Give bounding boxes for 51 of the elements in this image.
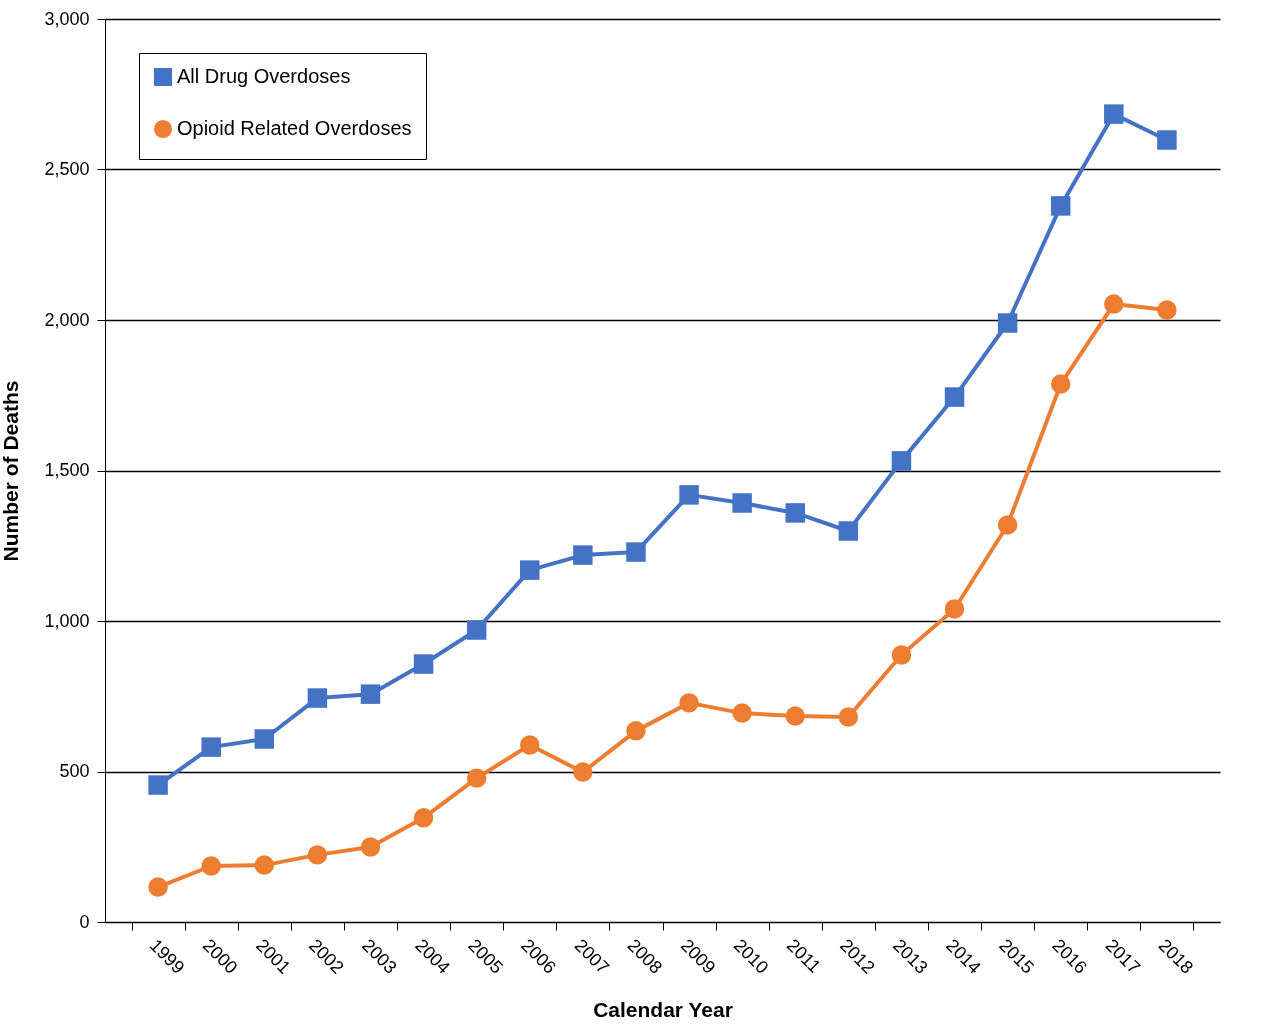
point bbox=[520, 735, 540, 755]
point bbox=[679, 485, 699, 505]
point bbox=[148, 877, 168, 897]
y-tick-label: 1,000 bbox=[44, 610, 90, 631]
point bbox=[626, 721, 646, 741]
point bbox=[679, 693, 699, 713]
point bbox=[944, 599, 965, 619]
point bbox=[1157, 300, 1177, 320]
y-tick-label: 2,500 bbox=[44, 159, 90, 179]
point bbox=[413, 654, 434, 674]
point bbox=[466, 620, 487, 640]
point bbox=[360, 684, 381, 704]
point bbox=[891, 645, 912, 665]
point bbox=[360, 837, 381, 857]
point bbox=[254, 855, 275, 875]
point bbox=[201, 737, 221, 757]
point bbox=[838, 707, 859, 727]
point bbox=[1104, 294, 1124, 314]
point bbox=[997, 313, 1018, 333]
legend-label: Opioid Related Overdoses bbox=[177, 117, 412, 139]
point bbox=[838, 521, 859, 541]
y-tick-label: 3,000 bbox=[44, 8, 90, 29]
point bbox=[1157, 130, 1177, 150]
point bbox=[732, 703, 752, 723]
point bbox=[1104, 104, 1124, 124]
point bbox=[944, 387, 965, 407]
point bbox=[307, 845, 328, 865]
point bbox=[785, 706, 805, 726]
point bbox=[466, 768, 487, 788]
point bbox=[732, 493, 752, 513]
legend-label: All Drug Overdoses bbox=[177, 65, 351, 87]
point bbox=[148, 775, 168, 795]
point bbox=[201, 856, 221, 876]
y-tick-label: 500 bbox=[59, 761, 90, 781]
point bbox=[413, 808, 434, 828]
point bbox=[254, 729, 275, 749]
y-axis-title: Number of Deaths bbox=[0, 380, 23, 562]
y-tick-label: 0 bbox=[79, 911, 90, 932]
point bbox=[1050, 196, 1071, 216]
point bbox=[573, 545, 593, 565]
point bbox=[307, 688, 328, 708]
point bbox=[785, 503, 805, 523]
point bbox=[997, 515, 1018, 535]
y-tick-label: 2,000 bbox=[44, 309, 90, 330]
point bbox=[1050, 374, 1071, 394]
point bbox=[520, 560, 540, 580]
point bbox=[573, 762, 593, 782]
point bbox=[626, 542, 646, 562]
point bbox=[891, 451, 912, 471]
y-tick-label: 1,500 bbox=[44, 460, 90, 480]
x-axis-title: Calendar Year bbox=[593, 997, 733, 1021]
